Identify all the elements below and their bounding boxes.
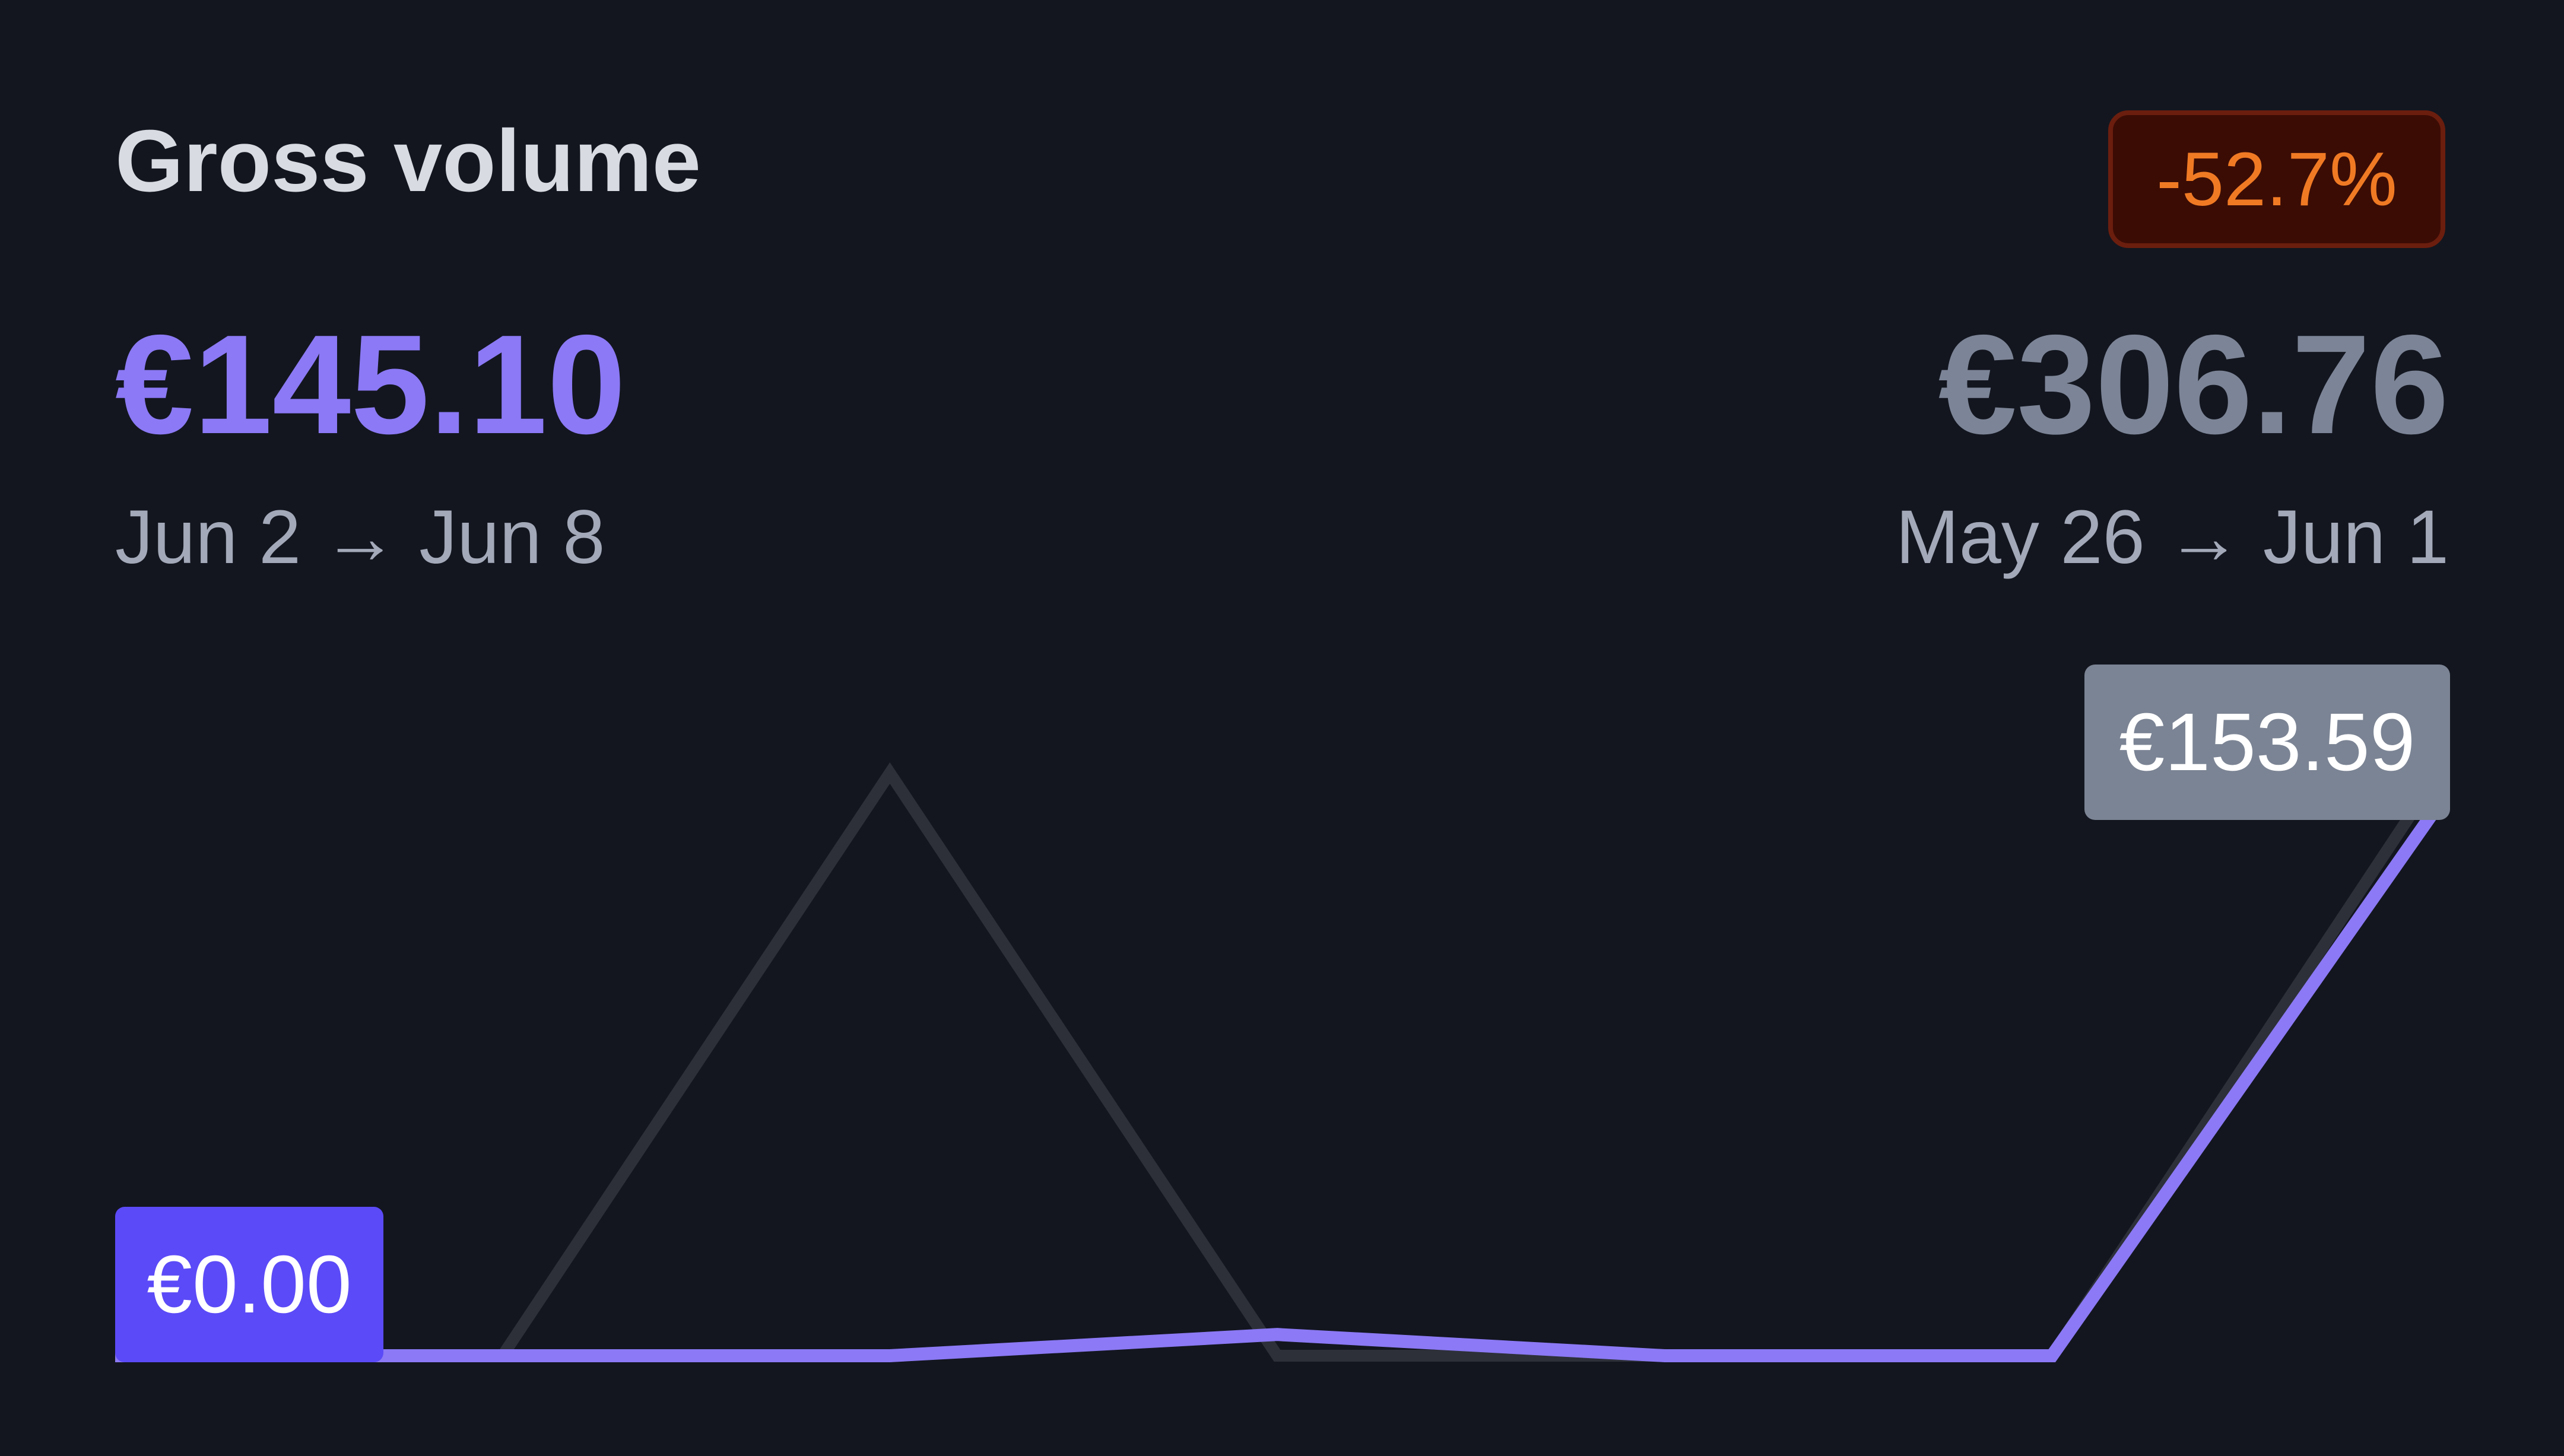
change-badge: -52.7% [2108, 110, 2445, 248]
previous-period-total: €306.76 [1938, 306, 2449, 463]
start-value-label: €0.00 [115, 1207, 383, 1362]
current-period-range: Jun 2 → Jun 8 [115, 495, 605, 580]
chart-points [115, 771, 2440, 1356]
end-value-label: €153.59 [2084, 665, 2450, 820]
previous-point-2 [889, 772, 890, 774]
current-period-total: €145.10 [115, 306, 626, 463]
previous-point-1 [502, 1355, 503, 1356]
previous-point-3 [1277, 1355, 1278, 1356]
previous-period-line [115, 762, 2445, 1362]
current-point-2 [889, 1355, 890, 1356]
current-point-3 [1277, 1334, 1278, 1335]
current-period-line [115, 800, 2445, 1362]
card-title: Gross volume [115, 112, 702, 210]
previous-point-5 [2051, 1355, 2052, 1356]
previous-point-4 [1664, 1355, 1665, 1356]
previous-period-range: May 26 → Jun 1 [1896, 495, 2449, 580]
